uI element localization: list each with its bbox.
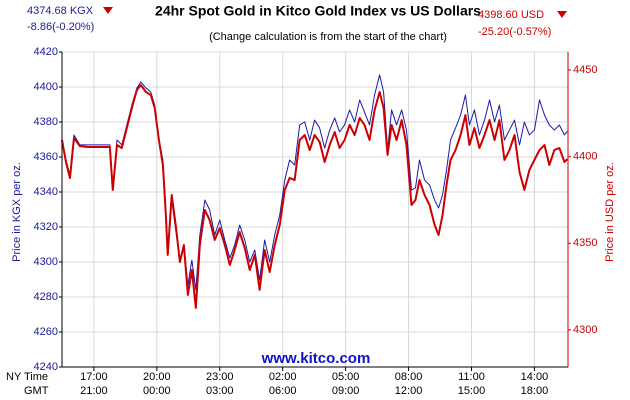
y-tick-label: 4300 (34, 256, 58, 268)
down-arrow (103, 7, 113, 14)
x-tick-label: 05:00 (332, 371, 360, 383)
chart-title: 24hr Spot Gold in Kitco Gold Index vs US… (155, 3, 481, 19)
lines (61, 74, 569, 309)
y-tick-label: 4420 (34, 46, 58, 58)
x-tick-label-gmt: 12:00 (395, 385, 423, 397)
x-tick-label: 08:00 (395, 371, 423, 383)
y-tick-label: 4320 (34, 221, 58, 233)
y2-tick-label: 4350 (573, 237, 597, 249)
x-tick-label: 14:00 (521, 371, 549, 383)
y-tick-label: 4380 (34, 116, 58, 128)
x-tick-label-gmt: 15:00 (458, 385, 486, 397)
y-tick-label: 4400 (34, 81, 58, 93)
y2-tick-label: 4450 (573, 64, 597, 76)
x-row-label: GMT (24, 385, 49, 397)
kgx-change: -8.86(-0.20%) (27, 21, 94, 33)
x-tick-label-gmt: 18:00 (521, 385, 549, 397)
x-row-label: NY Time (6, 371, 48, 383)
x-tick-label: 11:00 (458, 371, 485, 383)
kgx-price: 4374.68 KGX (27, 5, 94, 17)
x-tick-label-gmt: 03:00 (206, 385, 234, 397)
y-tick-label: 4340 (34, 186, 58, 198)
y-axis-label: Price in KGX per oz. (11, 162, 23, 262)
y2-tick-label: 4400 (573, 151, 597, 163)
x-tick-label: 02:00 (269, 371, 297, 383)
x-tick-label-gmt: 06:00 (269, 385, 297, 397)
x-tick-label: 20:00 (143, 371, 171, 383)
usd-change: -25.20(-0.57%) (478, 26, 551, 38)
y-tick-label: 4280 (34, 291, 58, 303)
down-arrow (557, 11, 567, 18)
x-tick-label: 23:00 (206, 371, 234, 383)
y2-tick-label: 4300 (573, 324, 597, 336)
y-tick-label: 4240 (34, 361, 58, 373)
x-tick-label: 17:00 (80, 371, 108, 383)
watermark: www.kitco.com (261, 350, 371, 367)
y-tick-label: 4360 (34, 151, 58, 163)
x-tick-label-gmt: 09:00 (332, 385, 360, 397)
usd-price: 4398.60 USD (478, 9, 544, 21)
price-line (61, 84, 569, 309)
y2-axis-label: Price in USD per oz. (604, 162, 616, 262)
chart-subtitle: (Change calculation is from the start of… (209, 31, 447, 43)
plot-area (61, 51, 569, 368)
y-tick-label: 4260 (34, 326, 58, 338)
x-tick-label-gmt: 21:00 (80, 385, 108, 397)
x-tick-label-gmt: 00:00 (143, 385, 171, 397)
